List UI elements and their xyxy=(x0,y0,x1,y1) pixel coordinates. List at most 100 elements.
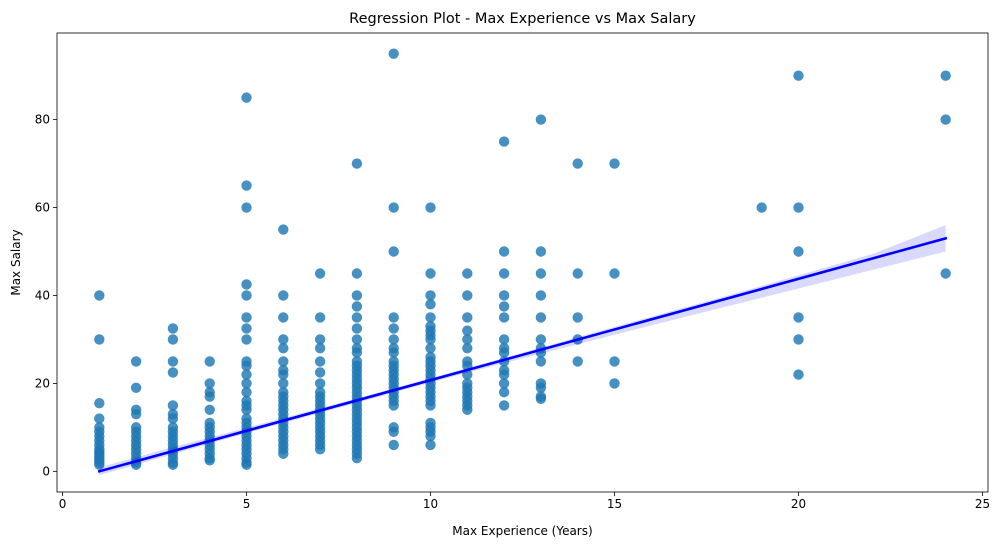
scatter-point xyxy=(241,404,252,415)
y-tick-label: 0 xyxy=(42,464,50,478)
scatter-point xyxy=(498,312,510,323)
scatter-point xyxy=(314,378,326,389)
y-tick-label: 20 xyxy=(35,376,50,390)
scatter-point xyxy=(241,180,252,191)
scatter-point xyxy=(314,334,326,345)
scatter-point xyxy=(498,347,510,358)
scatter-point xyxy=(388,48,399,59)
scatter-point xyxy=(278,290,289,301)
y-axis-label: Max Salary xyxy=(9,229,23,295)
scatter-point xyxy=(498,136,510,147)
scatter-point xyxy=(388,312,399,323)
x-tick-label: 10 xyxy=(423,497,438,511)
scatter-point xyxy=(462,334,473,345)
x-tick-label: 25 xyxy=(975,497,990,511)
scatter-point xyxy=(498,334,510,345)
scatter-point xyxy=(204,391,215,402)
x-tick-label: 0 xyxy=(59,497,67,511)
scatter-point xyxy=(241,92,252,103)
scatter-point xyxy=(204,404,215,415)
scatter-point xyxy=(241,334,252,345)
scatter-point xyxy=(241,459,252,470)
scatter-point xyxy=(388,439,399,451)
chart-title: Regression Plot - Max Experience vs Max … xyxy=(349,11,696,27)
scatter-point xyxy=(425,439,436,451)
x-tick-label: 5 xyxy=(243,497,251,511)
scatter-point xyxy=(535,268,547,279)
scatter-point xyxy=(535,312,547,323)
y-tick-label: 80 xyxy=(35,113,50,127)
scatter-point xyxy=(388,347,399,358)
scatter-point xyxy=(351,158,363,169)
scatter-point xyxy=(94,459,105,470)
scatter-point xyxy=(167,459,179,470)
scatter-point xyxy=(535,382,547,394)
y-tick-label: 40 xyxy=(35,288,50,302)
plot-area xyxy=(94,48,951,476)
scatter-point xyxy=(314,268,326,279)
scatter-point xyxy=(572,268,583,279)
scatter-point xyxy=(425,202,436,213)
scatter-point xyxy=(167,356,179,367)
x-tick-label: 15 xyxy=(607,497,622,511)
scatter-point xyxy=(241,323,252,334)
x-axis: 0 5 10 15 20 25 xyxy=(59,492,990,511)
scatter-point xyxy=(314,356,326,367)
scatter-point xyxy=(793,70,804,81)
scatter-point xyxy=(167,413,179,424)
scatter-point xyxy=(498,378,510,389)
scatter-point xyxy=(241,360,252,372)
scatter-point xyxy=(241,279,252,290)
scatter-point xyxy=(498,400,510,411)
scatter-point xyxy=(278,334,289,345)
scatter-point xyxy=(462,290,473,301)
scatter-point xyxy=(241,290,252,301)
scatter-point xyxy=(351,347,363,358)
scatter-point xyxy=(388,202,399,213)
scatter-point xyxy=(425,268,436,279)
scatter-point xyxy=(167,400,179,411)
scatter-point xyxy=(278,369,289,380)
scatter-point xyxy=(167,367,179,378)
scatter-point xyxy=(609,268,620,279)
scatter-point xyxy=(314,444,326,455)
scatter-point xyxy=(462,268,473,279)
scatter-point xyxy=(609,356,620,367)
scatter-point xyxy=(535,334,547,345)
axes-frame xyxy=(56,32,989,493)
scatter-point xyxy=(462,325,473,336)
scatter-point xyxy=(278,378,289,389)
scatter-point xyxy=(241,202,252,213)
scatter-point xyxy=(351,268,363,279)
scatter-point xyxy=(462,312,473,323)
scatter-point xyxy=(535,356,547,367)
scatter-point xyxy=(535,290,547,301)
scatter-point xyxy=(793,369,804,380)
x-axis-label: Max Experience (Years) xyxy=(452,524,592,538)
scatter-point xyxy=(351,290,363,301)
scatter-point xyxy=(572,356,583,367)
scatter-point xyxy=(351,301,363,312)
scatter-point xyxy=(278,224,289,235)
scatter-point xyxy=(388,334,399,345)
scatter-point xyxy=(241,386,252,398)
scatter-point xyxy=(130,408,142,420)
y-tick-label: 60 xyxy=(35,201,50,215)
scatter-point xyxy=(498,290,510,301)
scatter-point xyxy=(167,334,179,345)
scatter-point xyxy=(388,323,399,334)
scatter-point xyxy=(535,114,547,125)
scatter-point xyxy=(425,299,436,310)
scatter-point xyxy=(278,312,289,323)
scatter-point xyxy=(351,452,363,464)
scatter-point xyxy=(425,430,436,442)
scatter-point xyxy=(425,312,436,323)
x-tick-label: 20 xyxy=(791,497,806,511)
scatter-point xyxy=(793,202,804,213)
scatter-point xyxy=(167,323,179,334)
scatter-point xyxy=(94,413,105,424)
scatter-point xyxy=(314,367,326,378)
scatter-point xyxy=(498,386,510,398)
scatter-point xyxy=(793,246,804,257)
